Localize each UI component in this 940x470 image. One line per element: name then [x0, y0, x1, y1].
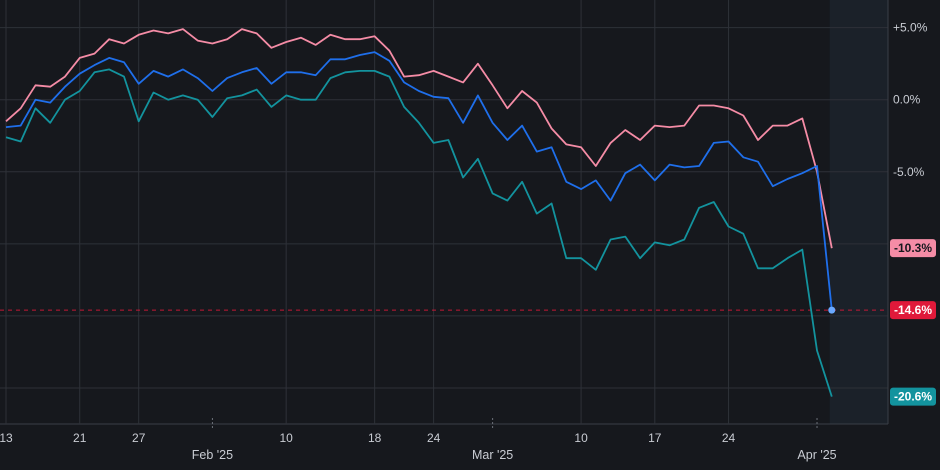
x-day-tick-label: 27	[132, 431, 146, 445]
plot-background-layer	[829, 0, 888, 424]
shaded-recent-region	[829, 0, 888, 424]
series-line-0	[5, 28, 833, 249]
axis-label-layer: +5.0% 0.0% -5.0% 13 21 27 10 18 24 10 17 24 Feb '25 M…	[0, 21, 928, 462]
series-line-2	[5, 68, 833, 397]
x-day-tick-label: 18	[368, 431, 382, 445]
x-month-tick-label: Mar '25	[472, 448, 513, 462]
end-badge-pink-bg	[890, 239, 936, 258]
y-tick-label: 0.0%	[893, 93, 921, 107]
grid-layer	[0, 0, 889, 428]
end-badge-teal: -20.6%	[894, 390, 932, 404]
end-badge-reference-bg	[890, 301, 936, 320]
end-badge-pink: -10.3%	[894, 241, 932, 255]
y-tick-label: +5.0%	[893, 21, 928, 35]
series-end-dot	[828, 306, 836, 314]
end-badge-reference: -14.6%	[894, 303, 932, 317]
x-day-tick-label: 24	[722, 431, 736, 445]
x-day-tick-label: 21	[73, 431, 87, 445]
x-day-tick-label: 10	[574, 431, 588, 445]
end-badge-teal-bg	[890, 387, 936, 406]
x-day-tick-label: 13	[0, 431, 13, 445]
x-day-tick-label: 17	[648, 431, 662, 445]
x-month-tick-label: Feb '25	[192, 448, 233, 462]
x-day-tick-label: 10	[279, 431, 293, 445]
x-month-tick-label: Apr '25	[797, 448, 836, 462]
series-line-1	[5, 51, 833, 311]
x-day-tick-label: 24	[427, 431, 441, 445]
y-tick-label: -5.0%	[893, 165, 925, 179]
series-layer	[5, 28, 836, 397]
end-badge-layer: -10.3% -14.6% -20.6%	[890, 239, 936, 406]
